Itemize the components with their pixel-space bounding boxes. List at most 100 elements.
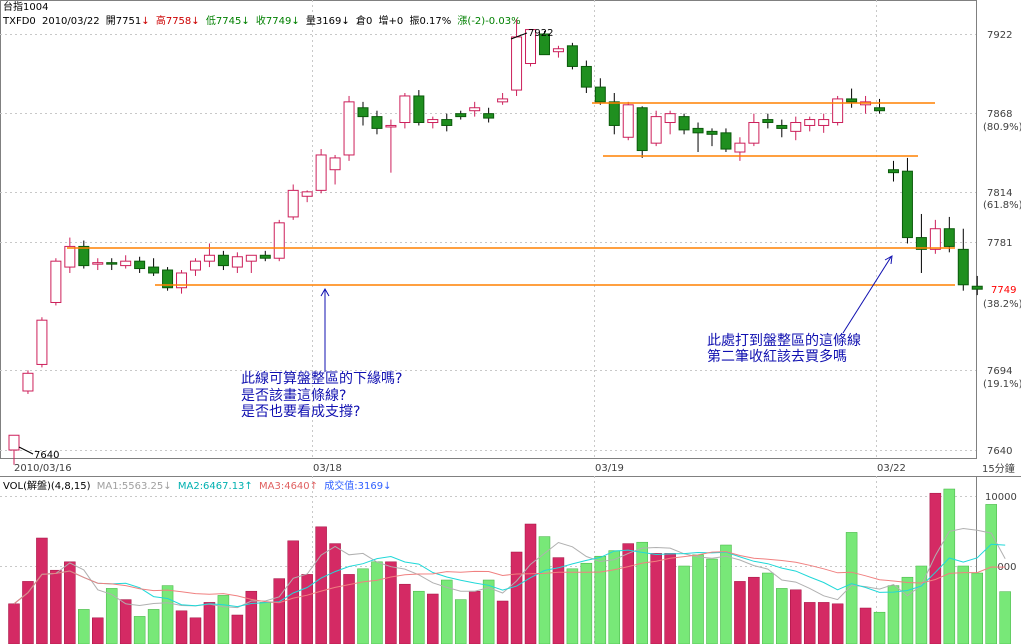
volume-bar xyxy=(845,532,858,644)
annotation-left-line-3: 是否也要看成支撐? xyxy=(241,404,360,420)
volume-bar xyxy=(245,590,258,644)
header-oi-change-value: +0 xyxy=(389,16,404,27)
candle xyxy=(106,258,118,271)
candle-body-up xyxy=(8,434,20,451)
candle xyxy=(608,93,620,135)
header-volume-label: 量 xyxy=(306,15,316,27)
volume-bar xyxy=(608,550,621,644)
volume-moving-averages xyxy=(13,527,1006,609)
candle-body-down xyxy=(776,124,788,129)
header-volume-value: 3169 xyxy=(316,16,341,27)
candle-body-down xyxy=(483,113,495,119)
candle xyxy=(78,240,90,269)
volume-header-ma3-arrow: ↑ xyxy=(310,481,318,492)
volume-bar xyxy=(496,600,509,644)
candle xyxy=(943,216,955,253)
candle xyxy=(538,31,550,56)
candle xyxy=(134,256,146,273)
volume-bar xyxy=(482,579,495,644)
candle xyxy=(776,119,788,138)
candlesticks xyxy=(8,19,983,465)
volume-bar xyxy=(748,576,760,644)
candle xyxy=(594,78,606,105)
volume-bar xyxy=(859,607,872,644)
volume-bar xyxy=(22,581,34,644)
candle xyxy=(413,90,425,126)
candle xyxy=(36,317,48,368)
candle xyxy=(790,116,802,141)
candle xyxy=(343,95,355,161)
candle-body-down xyxy=(636,107,648,152)
candle xyxy=(217,250,229,271)
candle xyxy=(50,258,62,306)
volume-bar xyxy=(287,540,299,644)
candle-body-up xyxy=(176,272,188,289)
volume-bar xyxy=(929,492,942,644)
candle xyxy=(804,116,816,132)
candle-body-up xyxy=(832,98,844,124)
time-label-0319: 03/19 xyxy=(595,463,624,474)
candle xyxy=(622,101,634,141)
candle-body-down xyxy=(455,113,467,118)
candle-body-up xyxy=(36,319,48,365)
header-low-label: 低 xyxy=(206,14,216,27)
price-tick-7814: 7814 xyxy=(987,188,1012,199)
volume-bar xyxy=(762,572,774,644)
volume-bar xyxy=(692,554,704,644)
candle xyxy=(455,110,467,120)
price-tick-7694: 7694 xyxy=(987,366,1012,377)
volume-ma2-line xyxy=(13,543,1006,608)
fib-pct-19: (19.1%) xyxy=(983,379,1021,390)
candle-body-up xyxy=(287,189,299,218)
volume-bar xyxy=(720,544,732,644)
candle-body-down xyxy=(692,127,704,134)
volume-header-ma2-arrow: ↑ xyxy=(244,481,252,492)
candle-body-down xyxy=(720,132,732,150)
volume-bar xyxy=(510,551,523,644)
low-mark-leader xyxy=(18,446,34,455)
header-change-label: 漲 xyxy=(457,15,467,27)
header-date: 2010/03/22 xyxy=(42,16,100,27)
candle xyxy=(511,19,523,96)
candle xyxy=(357,101,369,126)
annotation-right-line-2: 第二筆收紅該去買多嗎 xyxy=(707,348,847,365)
candle xyxy=(846,88,858,108)
header-open-value: 7751 xyxy=(116,16,141,27)
low-mark-label: 7640 xyxy=(34,450,59,461)
volume-header-turnover: 成交值:3169 xyxy=(324,479,383,492)
candle-body-down xyxy=(762,119,774,124)
header-amplitude-label: 振 xyxy=(409,14,419,27)
volume-bar xyxy=(385,561,397,644)
volume-bar xyxy=(147,609,160,644)
volume-bar xyxy=(552,557,565,644)
volume-bar xyxy=(887,585,900,644)
volume-bar xyxy=(399,583,411,644)
time-label-0316: 2010/03/16 xyxy=(14,463,72,474)
candle-body-up xyxy=(427,119,439,124)
candle xyxy=(245,254,257,273)
candle xyxy=(580,60,592,94)
candle-body-down xyxy=(594,86,606,103)
candle-body-down xyxy=(874,107,886,112)
candle xyxy=(552,45,564,58)
candle xyxy=(231,252,243,273)
header-amplitude-value: 0.17% xyxy=(419,16,451,27)
candle xyxy=(818,113,830,133)
volume-bar xyxy=(650,553,662,644)
candle xyxy=(706,128,718,147)
candle-body-up xyxy=(273,222,285,259)
candle-body-up xyxy=(231,256,243,268)
volume-header-turnover-arrow: ↓ xyxy=(383,481,391,492)
header-open-arrow: ↓ xyxy=(141,16,149,27)
candle-body-up xyxy=(497,98,509,103)
candle-body-up xyxy=(818,119,830,126)
volume-bar xyxy=(371,561,383,644)
volume-bar xyxy=(329,543,341,644)
candle xyxy=(901,157,913,244)
price-panel-frame xyxy=(0,0,977,459)
volume-bar xyxy=(441,579,453,644)
candle xyxy=(497,93,509,105)
volume-bar xyxy=(315,526,327,644)
volume-bar xyxy=(273,578,285,644)
